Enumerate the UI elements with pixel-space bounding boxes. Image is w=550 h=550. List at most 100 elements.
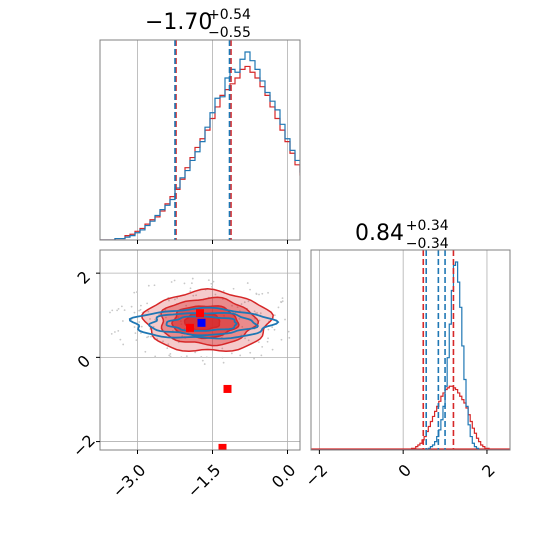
scatter-sample-point (149, 318, 151, 320)
scatter-sample-point (249, 351, 252, 354)
blue-contour-level (128, 306, 280, 340)
scatter-sample-point (222, 290, 225, 292)
scatter-sample-point (192, 294, 195, 297)
scatter-sample-point (247, 300, 250, 303)
scatter-sample-point (200, 356, 203, 358)
scatter-sample-point (244, 337, 246, 340)
scatter-sample-point (162, 340, 164, 343)
scatter-sample-point (133, 311, 136, 314)
scatter-sample-point (240, 303, 243, 305)
scatter-sample-point (119, 338, 122, 341)
x-tick-label-param1: −1.5 (183, 460, 224, 501)
red-marker-point (218, 443, 227, 450)
scatter-sample-point (214, 293, 217, 296)
scatter-sample-point (205, 356, 208, 359)
histogram-blue-series (100, 51, 300, 240)
red-marker-point (196, 309, 204, 318)
scatter-sample-point (191, 277, 194, 280)
scatter-sample-point (260, 354, 263, 357)
scatter-sample-point (195, 294, 197, 297)
histogram-param2-frame (310, 249, 511, 451)
scatter-sample-point (236, 306, 239, 308)
scatter-sample-point (281, 297, 284, 300)
scatter-sample-point (117, 329, 120, 332)
scatter-sample-point (253, 310, 256, 313)
title-param2: 0.84 +0.34 −0.34 (355, 218, 449, 252)
scatter-sample-point (259, 312, 262, 315)
scatter-sample-point (165, 316, 167, 319)
scatter-sample-point (207, 279, 210, 282)
scatter-sample-point (241, 325, 244, 328)
scatter-sample-point (222, 361, 225, 364)
scatter-sample-point (138, 321, 141, 323)
scatter-sample-point (144, 350, 147, 353)
x-tick-label-param2: 0 (394, 460, 415, 481)
scatter-sample-point (166, 347, 169, 350)
scatter-sample-point (167, 343, 170, 346)
scatter-sample-point (273, 328, 276, 331)
scatter-sample-point (183, 282, 186, 285)
scatter-sample-point (146, 336, 148, 339)
scatter-sample-point (110, 332, 113, 335)
scatter-sample-point (146, 302, 149, 305)
scatter-sample-point (120, 305, 123, 308)
scatter-sample-point (109, 311, 111, 314)
histogram-param1-panel (99, 39, 301, 244)
title-param1-minus: −0.55 (208, 25, 251, 41)
histogram-red-series (100, 65, 300, 240)
joint-panel-frame (99, 249, 301, 451)
scatter-sample-point (287, 330, 290, 333)
y-tick-label-param2: 0 (74, 351, 95, 372)
y-tick-label-param2: −2 (69, 431, 99, 461)
scatter-sample-point (134, 332, 137, 335)
scatter-sample-point (261, 292, 264, 295)
scatter-sample-point (190, 282, 193, 285)
scatter-sample-point (185, 304, 188, 307)
scatter-sample-point (168, 299, 170, 302)
scatter-sample-point (133, 291, 136, 294)
scatter-sample-point (246, 282, 249, 284)
histogram-blue-series (311, 261, 510, 450)
scatter-sample-point (111, 309, 114, 312)
x-tick-label-param2: −2 (301, 460, 331, 490)
scatter-sample-point (122, 343, 125, 346)
title-param1: −1.70+0.54 −0.55 (145, 7, 251, 41)
scatter-sample-point (280, 338, 283, 341)
blue-marker-point (197, 318, 206, 327)
scatter-sample-point (238, 318, 241, 320)
scatter-sample-point (212, 280, 215, 283)
scatter-sample-point (201, 359, 204, 362)
scatter-sample-point (114, 331, 116, 333)
axis-ticks: −3.0 −1.5 0.0 −2 0 2−202 (69, 267, 499, 501)
red-marker-point (223, 384, 232, 393)
histogram-param2-panel (310, 249, 511, 454)
histogram-param1-frame (99, 39, 301, 241)
title-param2-minus: −0.34 (406, 236, 449, 252)
scatter-sample-point (284, 318, 286, 321)
scatter-sample-point (147, 310, 150, 313)
title-param1-plus: +0.54 (208, 7, 251, 23)
red-marker-point (186, 323, 194, 332)
scatter-sample-point (180, 356, 183, 359)
scatter-sample-point (232, 287, 235, 290)
scatter-sample-point (267, 291, 269, 294)
title-param1-median: −1.70 (145, 10, 212, 35)
scatter-sample-point (173, 298, 176, 301)
scatter-sample-point (116, 309, 119, 312)
scatter-sample-point (154, 318, 157, 321)
joint-contour-panel (96, 249, 301, 454)
scatter-sample-point (277, 306, 280, 309)
scatter-sample-point (140, 304, 142, 307)
scatter-sample-point (130, 305, 133, 308)
scatter-sample-point (189, 287, 192, 290)
scatter-sample-point (139, 308, 142, 311)
scatter-sample-point (140, 332, 142, 334)
scatter-sample-point (140, 325, 143, 328)
scatter-sample-point (210, 282, 213, 285)
scatter-sample-point (261, 345, 264, 348)
scatter-sample-point (168, 354, 171, 357)
blue-contour-level (165, 315, 238, 332)
scatter-sample-point (273, 314, 276, 317)
scatter-sample-point (123, 309, 126, 312)
scatter-sample-point (267, 328, 270, 331)
